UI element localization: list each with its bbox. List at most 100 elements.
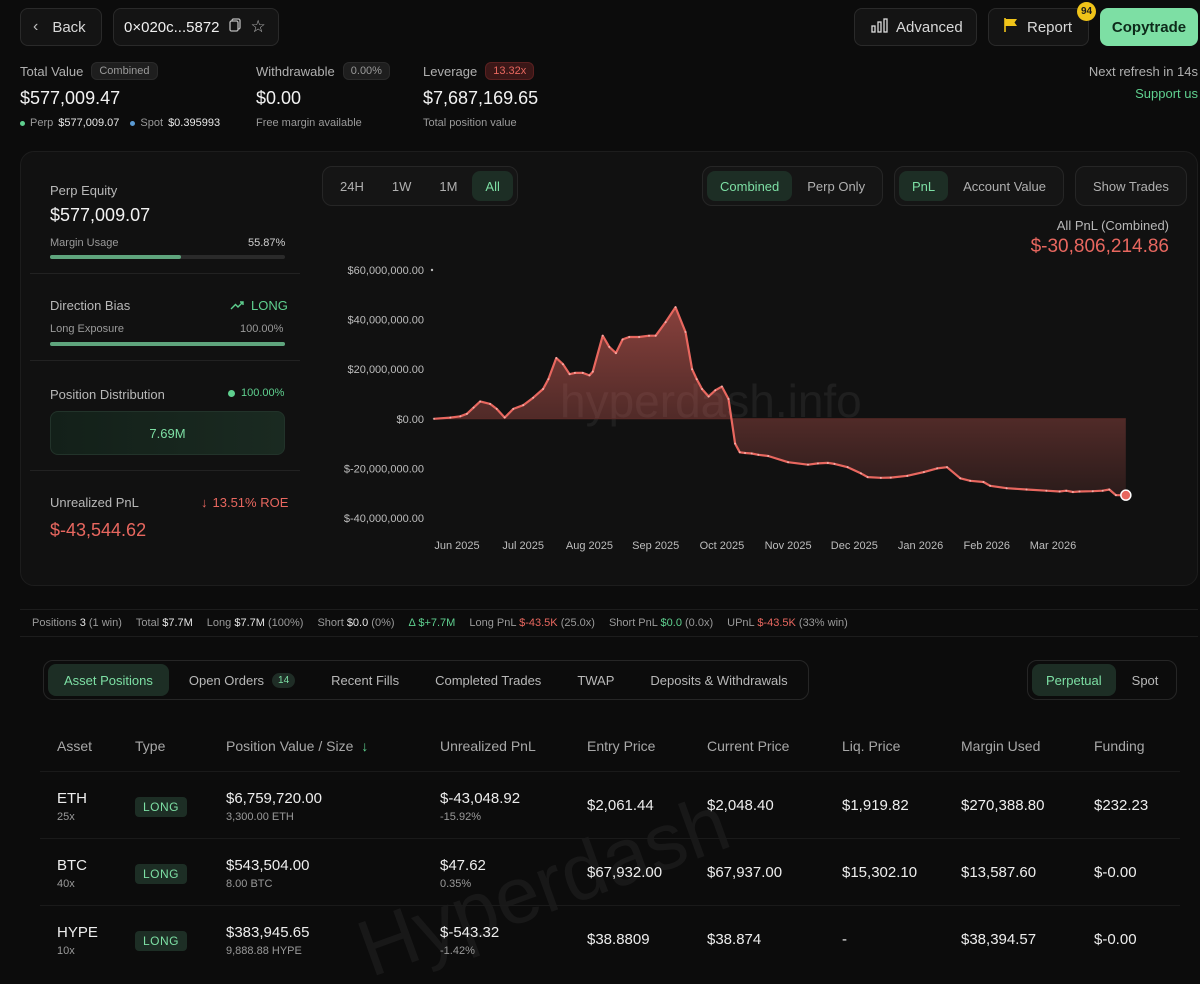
- y-tick-label: $-20,000,000.00: [344, 463, 424, 475]
- tab-twap[interactable]: TWAP: [577, 672, 615, 688]
- tab-spot[interactable]: Spot: [1131, 672, 1159, 688]
- scope-selector: Combined Perp Only: [702, 166, 884, 206]
- pnl-point: [750, 452, 753, 455]
- leverage-value: $7,687,169.65: [423, 88, 539, 108]
- col-position-value[interactable]: Position Value / Size ↓: [226, 738, 368, 754]
- liq-price: $15,302.10: [842, 864, 918, 881]
- total-value-block: Total Value Combined $577,009.47 Perp $57…: [20, 62, 220, 129]
- chart-headline-value: $-30,806,214.86: [1030, 236, 1169, 257]
- advanced-button[interactable]: Advanced: [854, 8, 977, 46]
- pnl-point: [588, 374, 591, 377]
- y-tick-label: $-40,000,000.00: [344, 513, 424, 525]
- tab-asset-positions[interactable]: Asset Positions: [48, 664, 169, 696]
- stat-label: Total: [135, 617, 160, 629]
- col-type[interactable]: Type: [135, 738, 166, 754]
- leverage-block: Leverage 13.32x $7,687,169.65 Total posit…: [423, 62, 538, 129]
- long-exposure-value: 100.00%: [240, 323, 284, 335]
- col-funding[interactable]: Funding: [1094, 738, 1145, 754]
- stat-label: Δ: [408, 617, 416, 629]
- pnl-point: [601, 334, 604, 337]
- x-tick-label: Jan 2026: [898, 540, 943, 552]
- pnl-chart[interactable]: hyperdash.info$60,000,000.00$40,000,000.…: [320, 255, 1190, 560]
- stat-note: (1 win): [88, 617, 122, 629]
- pnl-point: [561, 363, 564, 366]
- pnl-point: [654, 334, 657, 337]
- funding: $232.23: [1094, 797, 1149, 814]
- pnl-point: [1045, 489, 1048, 492]
- margin-usage-bar: [50, 255, 285, 259]
- pnl-point: [989, 484, 992, 487]
- pnl-point: [532, 396, 535, 399]
- range-all[interactable]: All: [472, 171, 513, 201]
- col-margin-used[interactable]: Margin Used: [961, 738, 1041, 754]
- withdrawable-block: Withdrawable 0.00% $0.00 Free margin avai…: [256, 62, 390, 129]
- stat-delta: Δ $+7.7M: [409, 617, 456, 629]
- pnl-point: [628, 335, 631, 338]
- position-distribution-label: Position Distribution: [50, 387, 165, 402]
- perp-dot-icon: [20, 120, 25, 126]
- copy-icon[interactable]: [228, 18, 242, 36]
- pnl-point: [727, 397, 730, 400]
- back-button[interactable]: ‹ Back: [20, 8, 102, 46]
- stat-long: Long $7.7M (100%): [207, 617, 304, 629]
- table-watermark: Hyperdash: [346, 777, 741, 984]
- trend-up-icon: [230, 298, 245, 313]
- direction-bias: LONG: [230, 298, 288, 313]
- pnl-point: [479, 400, 482, 403]
- range-1m[interactable]: 1M: [439, 178, 458, 194]
- stat-note: (25.0x): [560, 617, 595, 629]
- range-1w[interactable]: 1W: [391, 178, 412, 194]
- scope-combined[interactable]: Combined: [707, 171, 793, 201]
- tab-label: Open Orders: [188, 672, 265, 688]
- distribution-bar[interactable]: 7.69M: [50, 411, 285, 455]
- stat-label: Short PnL: [608, 617, 658, 629]
- col-asset[interactable]: Asset: [57, 738, 93, 754]
- market-tabs: Perpetual Spot: [1027, 660, 1178, 700]
- pnl-point: [959, 477, 962, 480]
- unrealized-pnl: $-543.32: [440, 924, 500, 941]
- pnl-point: [674, 306, 677, 309]
- pnl-point: [1058, 490, 1061, 493]
- pnl-point: [889, 476, 892, 479]
- pnl-point: [738, 451, 741, 454]
- position-size: 3,300.00 ETH: [226, 811, 294, 823]
- status-dot-icon: [228, 389, 235, 397]
- show-trades-button[interactable]: Show Trades: [1093, 178, 1169, 194]
- position-value: $383,945.65: [226, 924, 310, 941]
- current-price: $2,048.40: [707, 797, 774, 814]
- col-liq-price[interactable]: Liq. Price: [842, 738, 901, 754]
- report-label: Report: [1027, 18, 1073, 36]
- x-tick-label: Jun 2025: [434, 540, 479, 552]
- chevron-left-icon: ‹: [33, 18, 39, 35]
- copytrade-button[interactable]: Copytrade: [1100, 8, 1198, 46]
- pnl-point: [1025, 488, 1028, 491]
- unrealized-pnl-label: Unrealized PnL: [50, 495, 139, 510]
- metric-account-value[interactable]: Account Value: [963, 178, 1047, 194]
- range-24h[interactable]: 24H: [340, 178, 364, 194]
- tab-open-orders[interactable]: Open Orders 14: [173, 664, 311, 696]
- tab-completed-trades[interactable]: Completed Trades: [435, 672, 542, 688]
- support-link[interactable]: Support us: [1135, 86, 1198, 101]
- report-button[interactable]: Report: [988, 8, 1089, 46]
- leverage-label: Leverage: [423, 63, 478, 79]
- x-tick-label: Mar 2026: [1030, 540, 1076, 552]
- asset-name: HYPE: [57, 924, 98, 941]
- tab-perpetual[interactable]: Perpetual: [1032, 664, 1116, 696]
- bar-chart-icon: [871, 17, 888, 37]
- star-icon[interactable]: ☆: [250, 17, 266, 36]
- col-entry-price[interactable]: Entry Price: [587, 738, 656, 754]
- pnl-point: [879, 476, 882, 479]
- margin-used: $270,388.80: [961, 797, 1045, 814]
- tab-recent-fills[interactable]: Recent Fills: [331, 672, 400, 688]
- withdrawable-sub: Free margin available: [256, 117, 362, 129]
- sort-down-icon: ↓: [361, 738, 369, 754]
- x-tick-label: Nov 2025: [765, 540, 812, 552]
- tab-deposits-withdrawals[interactable]: Deposits & Withdrawals: [650, 672, 788, 688]
- col-unrealized-pnl[interactable]: Unrealized PnL: [440, 738, 536, 754]
- long-exposure-bar: [50, 342, 285, 346]
- unrealized-roe: ↓ 13.51% ROE: [201, 495, 288, 510]
- total-value: $577,009.47: [20, 88, 121, 108]
- metric-pnl[interactable]: PnL: [899, 171, 949, 201]
- col-current-price[interactable]: Current Price: [707, 738, 790, 754]
- scope-perp-only[interactable]: Perp Only: [807, 178, 866, 194]
